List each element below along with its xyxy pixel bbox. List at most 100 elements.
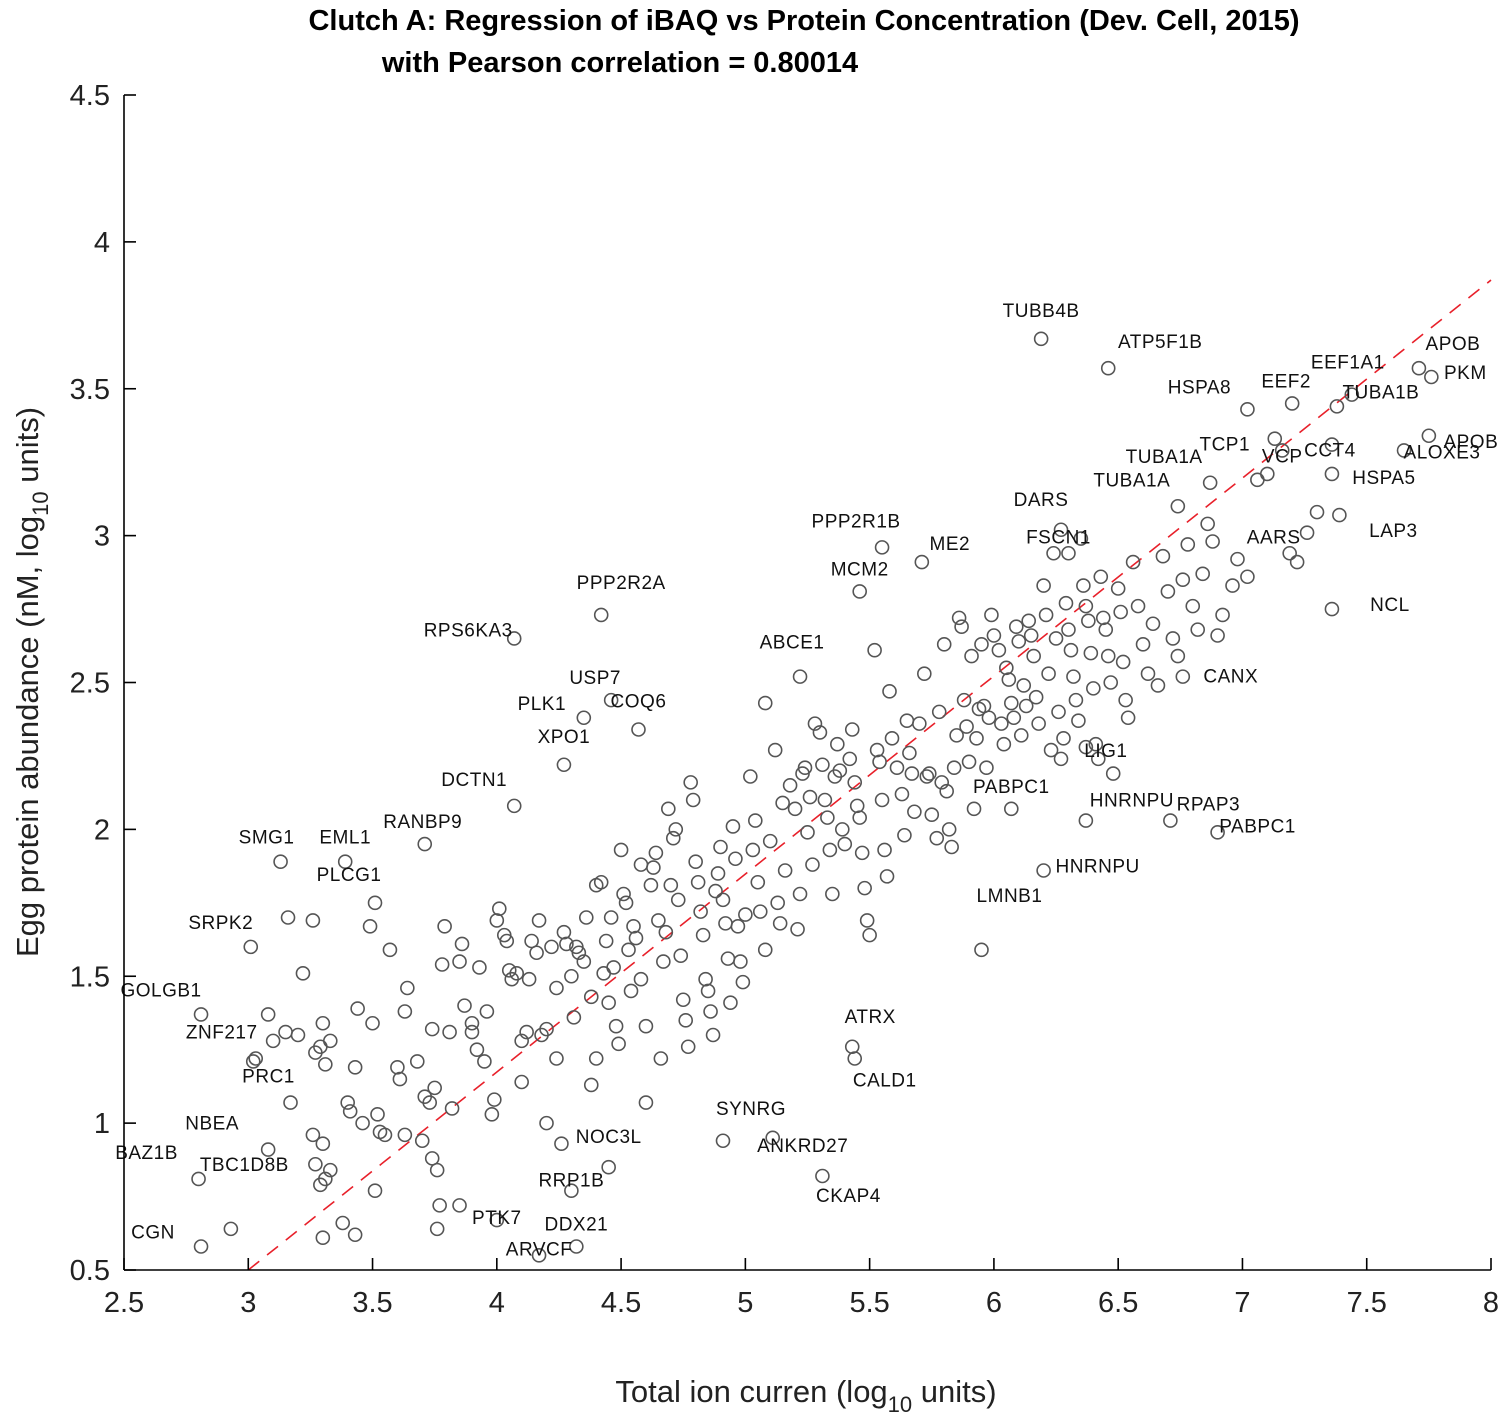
data-point [576,954,592,969]
labeled-data-point [1344,387,1360,402]
y-tick-label: 2 [94,814,110,846]
y-tick-label: 3.5 [70,374,110,406]
data-point [907,804,922,820]
data-point [1120,710,1136,726]
labeled-data-point [765,1130,781,1146]
data-point [757,695,773,711]
point-label: ANKRD27 [757,1136,848,1157]
labeled-data-point [1175,669,1191,684]
labeled-data-point [1202,475,1218,491]
data-point [593,874,609,890]
data-point [489,913,505,928]
labeled-data-point [506,798,522,814]
data-point [290,1027,306,1043]
labeled-data-point [715,1133,731,1149]
x-tick-label: 8 [1483,1287,1499,1319]
labeled-data-point [1411,360,1427,376]
labeled-data-point [852,584,867,599]
data-point [626,919,641,934]
data-point [549,980,564,996]
labeled-data-point [1033,331,1049,347]
point-label: MCM2 [831,559,889,580]
data-point [802,789,818,805]
data-point [564,968,579,984]
point-label: APOB [1443,432,1498,453]
data-point [347,1060,363,1075]
data-point [1031,716,1046,731]
labeled-data-point [531,1248,547,1263]
labeled-data-point [603,692,619,708]
data-point [673,948,689,963]
data-point [1093,569,1109,585]
point-label: FSCN1 [1026,527,1091,548]
data-point [1071,713,1086,728]
data-point [616,886,631,902]
data-point [1110,581,1126,596]
point-label: DCTN1 [441,770,507,791]
data-point [1021,613,1037,629]
data-point [424,1151,440,1166]
x-tick-label: 6.5 [1098,1287,1138,1319]
data-point [464,1015,480,1031]
data-point [882,684,897,699]
data-point [723,995,738,1010]
data-point [1056,731,1071,746]
point-label: LAP3 [1369,521,1417,542]
data-point [1083,645,1099,661]
data-point [392,1071,408,1087]
data-point [939,783,954,799]
regression-line-layer [247,279,1492,1271]
data-point [1105,766,1121,781]
data-point [633,857,649,872]
data-point [1016,678,1032,693]
data-point [959,719,974,734]
data-point [223,1221,239,1237]
labeled-data-point [1100,360,1116,376]
point-label: EEF2 [1261,371,1311,392]
point-label: PPP2R1B [812,511,901,532]
data-point [912,716,927,731]
data-point [1155,548,1171,564]
data-point [549,1051,564,1066]
x-tick-label: 6 [986,1287,1002,1319]
data-point [1210,628,1225,643]
data-point [787,801,803,817]
data-point [815,757,830,773]
labeled-data-point [1396,443,1412,458]
labeled-data-point [1061,545,1076,561]
x-tick-label: 7 [1234,1287,1250,1319]
data-point [477,1054,492,1069]
data-point [422,1095,438,1110]
data-point [618,895,634,911]
data-point [409,1054,425,1069]
data-point [738,907,753,922]
point-label: TBC1D8B [200,1155,289,1176]
labeled-data-point [283,1095,298,1110]
data-point [588,1051,604,1066]
labeled-data-point [601,1159,616,1175]
x-tick-label: 5 [737,1287,753,1319]
data-point [725,819,741,834]
data-point [1103,675,1119,690]
labeled-data-point [564,1183,579,1198]
point-label: ABCE1 [760,633,825,654]
data-point [1260,466,1275,482]
data-point [322,1162,338,1178]
data-point [775,795,790,811]
labeled-data-point [313,1177,328,1193]
data-point [377,1127,393,1143]
data-point [322,1033,338,1049]
labeled-data-point [792,669,808,684]
data-point [872,754,887,770]
data-point [583,1077,599,1093]
point-label: NBEA [185,1114,239,1135]
data-point [661,801,676,817]
data-point [665,830,681,846]
data-point [452,1198,467,1213]
point-label: TUBA1B [1342,382,1419,403]
data-point [1061,622,1076,637]
data-point [646,860,661,875]
data-point [362,919,378,934]
data-point [705,1027,721,1043]
